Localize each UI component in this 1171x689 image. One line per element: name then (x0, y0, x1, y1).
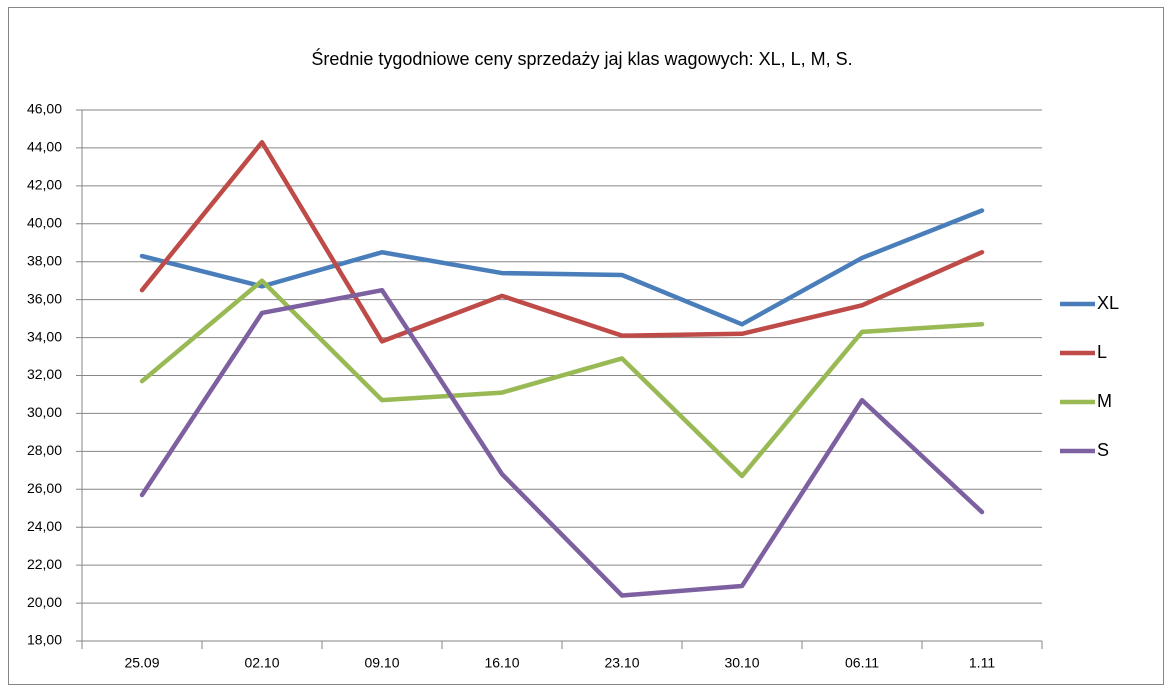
y-tick-label: 46,00 (27, 101, 62, 117)
y-tick-label: 36,00 (27, 290, 62, 306)
y-tick-label: 26,00 (27, 480, 62, 496)
legend-label: S (1097, 440, 1109, 460)
x-tick-label: 16.10 (484, 655, 519, 671)
chart-title: Średnie tygodniowe ceny sprzedaży jaj kl… (311, 48, 852, 69)
x-tick-label: 30.10 (724, 655, 759, 671)
series-line (139, 287, 985, 598)
x-tick-label: 09.10 (364, 655, 399, 671)
y-tick-label: 20,00 (27, 594, 62, 610)
y-tick-label: 42,00 (27, 177, 62, 193)
y-tick-label: 34,00 (27, 328, 62, 344)
legend-label: L (1097, 342, 1107, 362)
y-tick-label: 40,00 (27, 214, 62, 230)
series-line (139, 278, 985, 479)
y-tick-label: 44,00 (27, 139, 62, 155)
y-tick-label: 38,00 (27, 252, 62, 268)
y-tick-label: 28,00 (27, 442, 62, 458)
legend-label: XL (1097, 293, 1119, 313)
x-tick-label: 23.10 (604, 655, 639, 671)
x-tick-label: 02.10 (244, 655, 279, 671)
series-line (139, 139, 985, 344)
x-tick-label: 1.11 (969, 655, 995, 671)
series-line (139, 208, 985, 327)
y-tick-label: 22,00 (27, 556, 62, 572)
chart-frame (8, 7, 1164, 685)
y-tick-label: 30,00 (27, 404, 62, 420)
y-tick-label: 18,00 (27, 632, 62, 648)
x-tick-label: 06.11 (845, 655, 879, 671)
y-tick-label: 24,00 (27, 518, 62, 534)
y-tick-label: 32,00 (27, 366, 62, 382)
legend-label: M (1097, 391, 1112, 411)
x-tick-label: 25.09 (124, 655, 159, 671)
